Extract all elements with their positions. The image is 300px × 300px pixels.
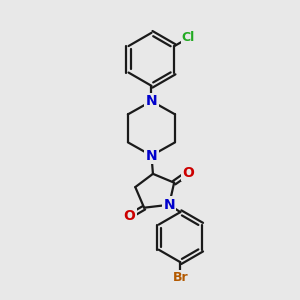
Text: N: N: [146, 148, 157, 163]
Text: Cl: Cl: [182, 32, 195, 44]
Text: N: N: [163, 198, 175, 212]
Text: N: N: [146, 94, 157, 108]
Text: O: O: [182, 166, 194, 180]
Text: Br: Br: [172, 271, 188, 284]
Text: O: O: [123, 209, 135, 223]
